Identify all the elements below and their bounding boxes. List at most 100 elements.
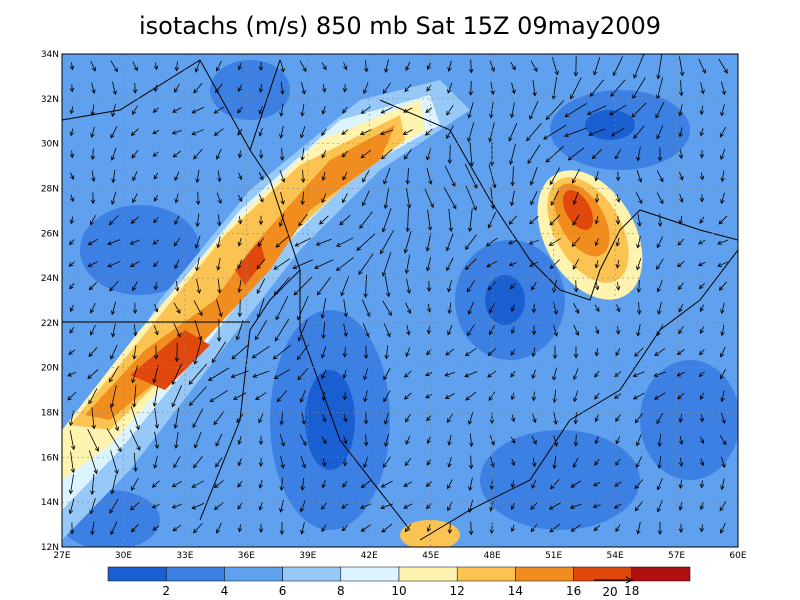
wind-vector [300, 191, 305, 206]
wind-vector [468, 59, 474, 74]
wind-vector [426, 280, 432, 292]
wind-vector [593, 525, 601, 532]
wind-vector [678, 523, 684, 534]
wind-vector [258, 194, 264, 203]
wind-vector [279, 433, 286, 447]
wind-vector [316, 276, 331, 296]
wind-vector [91, 170, 96, 183]
wind-vector [403, 481, 413, 487]
wind-vector [69, 522, 75, 535]
wind-vector [342, 84, 348, 93]
wind-vector [699, 172, 705, 181]
wind-vector [615, 281, 621, 291]
wind-vector [174, 83, 180, 93]
wind-vector [211, 341, 227, 364]
wind-vector [69, 216, 75, 225]
wind-vector [699, 304, 704, 313]
wind-vector [106, 428, 122, 453]
wind-vector [274, 318, 290, 342]
wind-vector [426, 436, 431, 444]
colorbar-label: 8 [337, 584, 345, 598]
wind-vector [572, 258, 580, 270]
wind-vector [594, 238, 599, 247]
wind-vector [698, 239, 706, 245]
wind-vector [341, 503, 349, 509]
wind-vector [594, 260, 600, 269]
wind-vector [151, 503, 160, 509]
wind-vector [321, 457, 327, 467]
wind-vector [69, 84, 75, 93]
wind-vector [152, 385, 159, 408]
wind-vector [107, 239, 121, 246]
wind-vector [171, 480, 182, 488]
wind-vector [88, 450, 98, 475]
wind-vector [509, 143, 516, 166]
wind-vector [616, 193, 621, 203]
wind-vector [213, 502, 224, 510]
wind-vector [594, 458, 600, 466]
wind-vector [111, 103, 116, 118]
wind-vector [699, 349, 705, 356]
wind-vector [129, 429, 141, 451]
wind-vector [699, 392, 705, 400]
wind-vector [657, 433, 662, 447]
wind-vector [634, 412, 643, 424]
wind-vector [275, 296, 289, 321]
wind-vector [171, 363, 182, 386]
wind-vector [720, 148, 726, 160]
wind-vector [403, 107, 413, 113]
wind-vector [110, 147, 117, 161]
wind-vector [297, 295, 309, 321]
wind-vector [678, 80, 684, 97]
wind-vector [174, 259, 180, 270]
wind-vector [342, 392, 348, 401]
wind-vector [361, 190, 370, 207]
wind-vector [615, 238, 621, 247]
wind-vector [594, 436, 599, 445]
wind-vector [131, 149, 139, 159]
wind-vector [110, 301, 117, 316]
wind-vector [635, 192, 643, 205]
wind-vector [108, 215, 119, 226]
wind-vector [447, 501, 453, 512]
wind-vector [573, 346, 579, 359]
wind-vector [720, 324, 725, 337]
lat-label: 26N [41, 229, 59, 239]
wind-vector [132, 83, 138, 94]
wind-vector [335, 257, 354, 271]
wind-vector [193, 431, 202, 449]
wind-vector [152, 107, 159, 113]
wind-vector [404, 84, 412, 93]
wind-vector [464, 371, 478, 378]
wind-vector [564, 102, 588, 118]
wind-vector [631, 102, 647, 118]
wind-vector [172, 524, 182, 532]
wind-vector [720, 478, 725, 491]
wind-vector [510, 480, 516, 489]
wind-vector [634, 347, 644, 357]
wind-vector [237, 524, 243, 533]
wind-vector [173, 237, 181, 247]
colorbar-swatch [165, 566, 225, 582]
wind-vector [318, 215, 329, 225]
wind-vector [68, 410, 74, 427]
lat-label: 34N [41, 50, 59, 60]
wind-vector [191, 106, 204, 114]
wind-vector [322, 413, 327, 423]
wind-vector [69, 239, 75, 246]
wind-vector [171, 130, 182, 135]
wind-vector [321, 321, 326, 339]
wind-vector [531, 347, 536, 358]
wind-vector [154, 431, 160, 450]
wind-vector [699, 414, 705, 423]
wind-vector [543, 124, 567, 140]
wind-vector [444, 165, 456, 187]
wind-vector [573, 56, 579, 77]
wind-vector [636, 301, 642, 315]
lat-label: 28N [41, 184, 59, 194]
lat-label: 14N [41, 498, 59, 508]
wind-vector [508, 122, 518, 142]
lon-label: 54E [607, 551, 624, 561]
wind-vector [68, 474, 74, 495]
wind-vector [549, 167, 561, 186]
